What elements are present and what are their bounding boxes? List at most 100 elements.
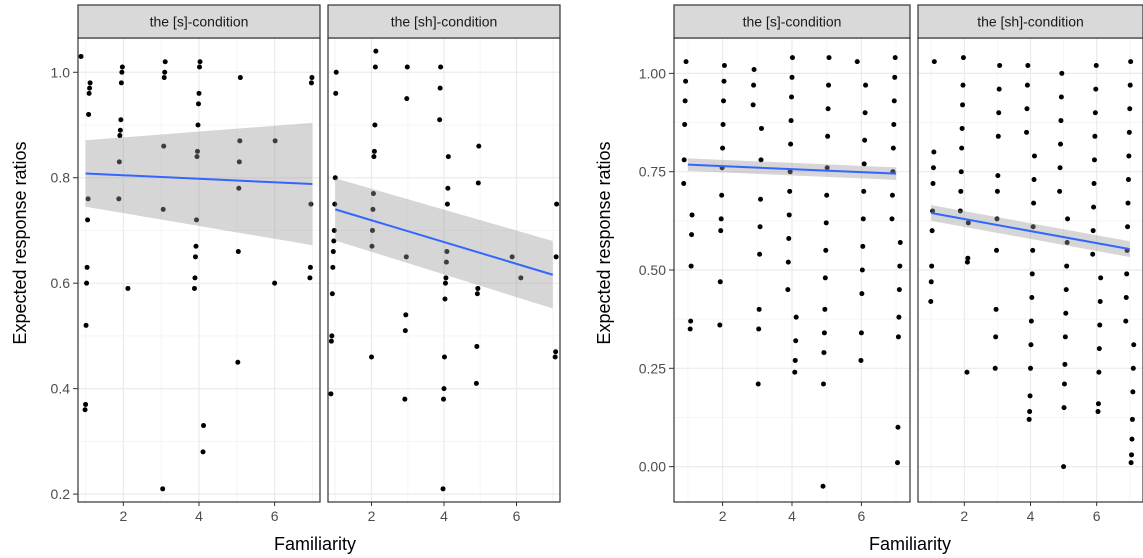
data-point bbox=[994, 216, 1000, 222]
data-point bbox=[785, 287, 791, 293]
x-tick-label: 4 bbox=[1027, 508, 1035, 524]
data-point bbox=[1030, 224, 1036, 230]
data-point bbox=[201, 423, 207, 429]
data-point bbox=[160, 486, 166, 492]
data-point bbox=[1028, 365, 1033, 371]
data-point bbox=[683, 59, 689, 65]
data-point bbox=[928, 279, 934, 285]
data-point bbox=[682, 98, 688, 104]
data-point bbox=[1029, 295, 1035, 301]
data-point bbox=[1093, 63, 1099, 69]
data-point bbox=[552, 354, 558, 360]
data-point bbox=[196, 90, 202, 96]
data-point bbox=[890, 145, 896, 151]
data-point bbox=[896, 314, 902, 320]
data-point bbox=[1027, 393, 1033, 399]
facet-strip bbox=[673, 4, 911, 39]
data-point bbox=[1028, 342, 1034, 348]
data-point bbox=[162, 59, 168, 65]
data-point bbox=[119, 69, 125, 75]
data-point bbox=[371, 148, 377, 154]
data-point bbox=[437, 85, 443, 91]
data-point bbox=[681, 180, 687, 186]
data-point bbox=[750, 102, 756, 108]
data-point bbox=[862, 137, 868, 143]
data-point bbox=[824, 165, 830, 171]
data-point bbox=[825, 106, 831, 112]
data-point bbox=[681, 157, 687, 163]
confidence-band bbox=[85, 122, 313, 246]
data-point bbox=[193, 243, 199, 249]
right-panel-s: the [s]-condition 2 4 6 bbox=[673, 4, 911, 524]
left-y-tick-label: 0.8 bbox=[51, 170, 71, 186]
data-point bbox=[1062, 361, 1068, 367]
data-point bbox=[993, 306, 999, 312]
data-point bbox=[117, 127, 123, 133]
data-point bbox=[192, 254, 198, 260]
data-point bbox=[237, 75, 243, 81]
data-point bbox=[1091, 204, 1097, 210]
data-point bbox=[1024, 82, 1030, 88]
regression-line bbox=[334, 208, 554, 276]
data-point bbox=[192, 275, 198, 281]
data-point bbox=[721, 98, 727, 104]
data-point bbox=[826, 55, 832, 61]
left-x-axis-title: Familiarity bbox=[274, 534, 356, 554]
data-point bbox=[332, 175, 338, 181]
data-point bbox=[820, 381, 826, 387]
data-point bbox=[688, 263, 694, 269]
data-point bbox=[195, 101, 201, 107]
data-point bbox=[235, 249, 241, 255]
data-point bbox=[930, 208, 936, 214]
data-point bbox=[960, 55, 966, 61]
data-point bbox=[1058, 94, 1064, 100]
data-point bbox=[1028, 318, 1034, 324]
data-point bbox=[1025, 63, 1031, 69]
data-point bbox=[860, 243, 866, 249]
data-point bbox=[994, 188, 1000, 194]
data-point bbox=[330, 264, 336, 270]
data-point bbox=[928, 298, 934, 304]
data-point bbox=[687, 326, 693, 332]
data-point bbox=[859, 267, 865, 273]
data-point bbox=[965, 220, 971, 226]
data-point bbox=[793, 338, 799, 344]
data-point bbox=[443, 259, 449, 265]
regression-line bbox=[85, 172, 313, 186]
right-y-tick-label: 0.50 bbox=[639, 262, 666, 278]
data-point bbox=[509, 254, 515, 260]
data-point bbox=[1063, 287, 1069, 293]
data-point bbox=[437, 117, 443, 123]
data-point bbox=[82, 407, 88, 413]
data-point bbox=[1130, 389, 1136, 395]
data-point bbox=[85, 196, 91, 202]
data-point bbox=[1129, 416, 1135, 422]
x-tick-label: 2 bbox=[960, 508, 968, 524]
data-point bbox=[373, 48, 379, 54]
data-point bbox=[793, 314, 799, 320]
data-point bbox=[116, 159, 122, 165]
data-point bbox=[1092, 133, 1098, 139]
data-point bbox=[858, 330, 864, 336]
data-point bbox=[720, 145, 726, 151]
data-point bbox=[995, 133, 1001, 139]
data-point bbox=[553, 349, 559, 355]
data-point bbox=[821, 330, 827, 336]
data-point bbox=[1091, 157, 1097, 163]
data-point bbox=[1061, 464, 1067, 470]
data-point bbox=[236, 159, 242, 165]
data-point bbox=[897, 263, 903, 269]
data-point bbox=[475, 285, 481, 291]
data-point bbox=[1024, 129, 1030, 135]
data-point bbox=[1058, 141, 1063, 147]
data-point bbox=[786, 212, 792, 218]
data-point bbox=[1059, 70, 1065, 76]
data-point bbox=[792, 369, 798, 375]
right-y-axis-title: Expected response ratios bbox=[594, 141, 614, 344]
data-point bbox=[1091, 180, 1097, 186]
data-point bbox=[236, 185, 242, 191]
x-tick-label: 4 bbox=[788, 508, 796, 524]
data-point bbox=[718, 228, 724, 234]
data-point bbox=[194, 154, 200, 160]
